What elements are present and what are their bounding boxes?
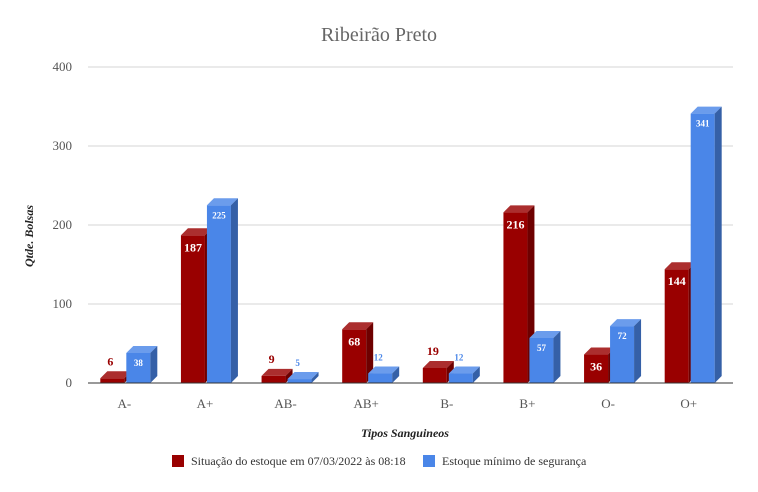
y-tick-label: 300: [53, 138, 73, 153]
minimum-value-label: 12: [454, 353, 464, 363]
minimum-bar: [206, 198, 238, 383]
minimum-value-label: 225: [212, 210, 226, 220]
stock-value-label: 19: [427, 344, 439, 358]
stock-bar: [261, 368, 293, 383]
minimum-bar-front: [690, 113, 715, 384]
stock-value-label: 216: [506, 217, 524, 231]
stock-bar-front: [584, 354, 609, 383]
minimum-value-label: 57: [537, 343, 547, 353]
stock-bar-front: [180, 235, 205, 383]
minimum-bar: [610, 319, 642, 383]
stock-bar-top: [100, 371, 132, 379]
stock-value-label: 9: [269, 352, 275, 366]
minimum-bar-top: [126, 345, 158, 353]
stock-bar-front: [422, 367, 447, 383]
minimum-bar-front: [126, 352, 151, 383]
minimum-bar: [368, 366, 400, 383]
stock-bar-top: [664, 262, 696, 270]
legend-swatch-minimum: [423, 455, 435, 467]
minimum-bar-side: [392, 366, 400, 383]
x-tick-label: B+: [519, 396, 535, 411]
minimum-bar-front: [529, 337, 554, 383]
stock-value-label: 36: [590, 360, 602, 374]
legend-swatch-stock: [172, 455, 184, 467]
stock-bar-top: [584, 347, 616, 355]
minimum-bar-front: [448, 373, 473, 383]
stock-bar-top: [261, 368, 293, 376]
minimum-bar-side: [634, 319, 642, 383]
x-tick-label: A+: [197, 396, 214, 411]
stock-bar: [503, 205, 535, 383]
stock-bar-top: [503, 205, 535, 213]
stock-value-label: 68: [348, 334, 360, 348]
legend-label-minimum: Estoque mínimo de segurança: [442, 454, 587, 468]
x-axis-title: Tipos Sanguineos: [361, 426, 449, 440]
x-tick-label: AB+: [353, 396, 378, 411]
minimum-bar-top: [610, 319, 642, 327]
stock-bar-side: [285, 368, 293, 383]
bars: 6 38 187 225 9 5 68 12 19 12 216 57 36 72 144 341: [100, 106, 722, 384]
stock-value-label: 6: [107, 354, 113, 368]
stock-bar-top: [422, 360, 454, 368]
stock-bar: [342, 322, 374, 383]
minimum-value-label: 72: [618, 331, 628, 341]
minimum-value-label: 341: [696, 119, 710, 129]
stock-bar-top: [180, 228, 212, 236]
stock-bar-front: [503, 212, 528, 383]
minimum-bar-side: [472, 366, 480, 383]
minimum-bar-top: [529, 330, 561, 338]
minimum-bar: [448, 366, 480, 383]
x-tick-label: B-: [440, 396, 453, 411]
y-axis-title: Qtde. Bolsas: [22, 205, 36, 267]
minimum-bar-side: [311, 372, 319, 383]
y-tick-label: 200: [53, 217, 73, 232]
x-axis-ticks: A- A+ AB- AB+ B- B+ O- O+: [117, 396, 697, 411]
minimum-bar-top: [448, 366, 480, 374]
minimum-bar: [126, 345, 158, 383]
minimum-bar-top: [368, 366, 400, 374]
minimum-bar: [690, 106, 722, 384]
chart-title: Ribeirão Preto: [321, 24, 437, 46]
minimum-bar: [529, 330, 561, 383]
legend-label-stock: Situação do estoque em 07/03/2022 às 08:…: [191, 454, 406, 468]
minimum-bar-front: [287, 379, 312, 383]
stock-bar-front: [261, 375, 286, 383]
minimum-bar-top: [690, 106, 722, 114]
legend: Situação do estoque em 07/03/2022 às 08:…: [172, 454, 587, 468]
minimum-bar-front: [610, 326, 635, 383]
minimum-bar-side: [553, 330, 561, 383]
y-tick-label: 100: [53, 296, 73, 311]
minimum-value-label: 5: [295, 358, 300, 368]
x-tick-label: O+: [680, 396, 697, 411]
stock-bar-top: [342, 322, 374, 330]
minimum-bar-top: [206, 198, 238, 206]
y-axis-ticks: 0 100 200 300 400: [53, 59, 73, 390]
y-tick-label: 400: [53, 59, 73, 74]
minimum-bar-side: [714, 106, 722, 384]
y-tick-label: 0: [66, 375, 73, 390]
gridlines: [88, 66, 733, 305]
x-tick-label: O-: [601, 396, 615, 411]
x-tick-label: AB-: [274, 396, 296, 411]
minimum-value-label: 38: [134, 358, 144, 368]
stock-bar-front: [100, 378, 125, 383]
x-tick-label: A-: [117, 396, 131, 411]
stock-bar-front: [342, 329, 367, 383]
minimum-bar-front: [368, 373, 393, 383]
minimum-bar-front: [206, 205, 231, 383]
stock-value-label: 187: [184, 240, 202, 254]
stock-value-label: 144: [668, 274, 686, 288]
minimum-bar: [287, 372, 319, 383]
minimum-bar-side: [230, 198, 238, 383]
stock-bar-front: [664, 269, 689, 383]
minimum-bar-top: [287, 372, 319, 380]
minimum-bar-side: [150, 345, 158, 383]
minimum-value-label: 12: [374, 353, 384, 363]
stock-bar-side: [366, 322, 374, 383]
